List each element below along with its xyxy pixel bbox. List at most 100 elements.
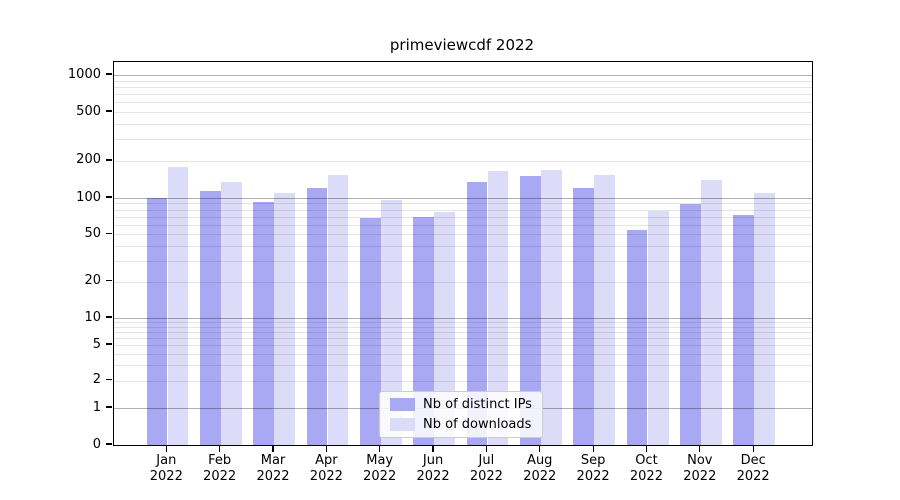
bar-jul-downloads <box>487 171 509 445</box>
bar-oct-downloads <box>647 210 669 445</box>
gridline-major-1000 <box>114 75 812 76</box>
y-tick-label-100: 100 <box>76 189 101 205</box>
x-tick-label-jul: Jul 2022 <box>469 453 503 484</box>
gridline-minor-900 <box>114 80 812 82</box>
y-tick-label-10: 10 <box>84 309 101 325</box>
y-tick-label-0: 0 <box>92 436 101 452</box>
bar-dec-downloads <box>754 192 776 445</box>
legend-swatch-distinct-ips-icon <box>390 398 415 411</box>
bar-feb-downloads <box>220 181 242 445</box>
x-tick-label-jan: Jan 2022 <box>149 453 183 484</box>
gridline-minor-30 <box>114 260 812 262</box>
y-tick-label-20: 20 <box>84 273 101 289</box>
y-tick-label-500: 500 <box>76 103 101 119</box>
bar-mar-downloads <box>274 192 296 445</box>
gridline-minor-90 <box>114 203 812 205</box>
x-tick-mark-jul <box>485 445 487 452</box>
bar-feb-distinct-ips <box>199 190 221 445</box>
legend-item-distinct-ips: Nb of distinct IPs <box>390 398 532 411</box>
bar-jun-downloads <box>434 211 456 445</box>
gridline-minor-8 <box>114 326 812 328</box>
bar-nov-distinct-ips <box>680 203 701 445</box>
gridline-minor-2 <box>114 380 812 382</box>
gridline-minor-60 <box>114 224 812 226</box>
plot-area: Nb of distinct IPs Nb of downloads <box>113 61 813 446</box>
bar-mar-distinct-ips <box>253 201 274 445</box>
bar-sep-distinct-ips <box>573 188 595 445</box>
y-tick-mark-5 <box>106 343 112 345</box>
x-tick-mark-feb <box>219 445 221 452</box>
gridline-major-10 <box>114 318 812 319</box>
y-tick-mark-1 <box>106 406 112 408</box>
gridline-minor-600 <box>114 102 812 104</box>
gridline-minor-4 <box>114 353 812 355</box>
legend-label-downloads: Nb of downloads <box>423 417 532 432</box>
x-tick-mark-aug <box>539 445 541 452</box>
bar-apr-distinct-ips <box>306 188 328 445</box>
x-tick-label-oct: Oct 2022 <box>629 453 663 484</box>
x-tick-mark-jun <box>432 445 434 452</box>
y-tick-mark-2 <box>106 379 112 381</box>
x-tick-mark-mar <box>272 445 274 452</box>
y-tick-mark-200 <box>106 159 112 161</box>
bar-oct-distinct-ips <box>626 230 648 445</box>
x-tick-label-sep: Sep 2022 <box>576 453 610 484</box>
x-tick-label-jun: Jun 2022 <box>416 453 450 484</box>
x-tick-mark-oct <box>645 445 648 452</box>
bar-jan-distinct-ips <box>146 198 168 445</box>
y-tick-mark-0 <box>106 443 112 445</box>
chart-title: primeviewcdf 2022 <box>389 36 535 54</box>
x-tick-label-feb: Feb 2022 <box>203 453 237 484</box>
x-tick-mark-jan <box>165 445 167 452</box>
gridline-minor-700 <box>114 94 812 96</box>
gridline-minor-3 <box>114 365 812 367</box>
legend-item-downloads: Nb of downloads <box>390 418 532 431</box>
legend: Nb of distinct IPs Nb of downloads <box>379 391 543 438</box>
gridline-minor-300 <box>114 139 812 141</box>
gridline-minor-7 <box>114 331 812 333</box>
y-tick-label-5: 5 <box>92 336 101 352</box>
x-tick-label-nov: Nov 2022 <box>683 453 717 484</box>
gridline-minor-200 <box>114 160 812 162</box>
gridline-minor-500 <box>114 112 812 114</box>
bar-may-distinct-ips <box>359 218 381 445</box>
bar-jan-downloads <box>167 166 189 445</box>
x-tick-label-aug: Aug 2022 <box>523 453 557 484</box>
x-tick-mark-apr <box>325 445 327 452</box>
bar-jul-distinct-ips <box>466 181 488 445</box>
bar-nov-downloads <box>701 180 722 445</box>
bar-sep-downloads <box>594 174 616 445</box>
bar-may-downloads <box>381 199 402 445</box>
x-tick-label-may: May 2022 <box>363 453 397 484</box>
bar-dec-distinct-ips <box>733 215 755 445</box>
bar-jun-distinct-ips <box>413 217 435 445</box>
x-tick-label-dec: Dec 2022 <box>736 453 770 484</box>
y-tick-mark-50 <box>106 232 112 234</box>
gridline-minor-70 <box>114 216 812 218</box>
x-tick-mark-sep <box>592 445 594 452</box>
y-tick-label-50: 50 <box>84 225 101 241</box>
gridline-minor-40 <box>114 245 812 247</box>
legend-swatch-downloads-icon <box>390 418 415 431</box>
bar-aug-downloads <box>541 169 562 445</box>
gridline-minor-9 <box>114 322 812 324</box>
gridline-minor-6 <box>114 337 812 339</box>
x-tick-label-mar: Mar 2022 <box>256 453 290 484</box>
gridline-minor-800 <box>114 86 812 88</box>
y-tick-mark-100 <box>106 196 112 198</box>
gridline-major-100 <box>114 198 812 199</box>
x-tick-label-apr: Apr 2022 <box>309 453 343 484</box>
y-tick-mark-20 <box>106 280 112 282</box>
x-tick-mark-dec <box>752 445 754 452</box>
gridline-minor-80 <box>114 209 812 211</box>
x-tick-mark-nov <box>699 445 701 452</box>
y-tick-label-200: 200 <box>76 152 101 168</box>
gridline-minor-50 <box>114 234 812 236</box>
bar-apr-downloads <box>327 174 349 445</box>
y-tick-mark-1000 <box>106 73 112 75</box>
gridline-minor-400 <box>114 123 812 125</box>
legend-label-distinct-ips: Nb of distinct IPs <box>423 397 532 412</box>
y-tick-label-1: 1 <box>92 399 101 415</box>
y-tick-mark-10 <box>106 316 112 318</box>
